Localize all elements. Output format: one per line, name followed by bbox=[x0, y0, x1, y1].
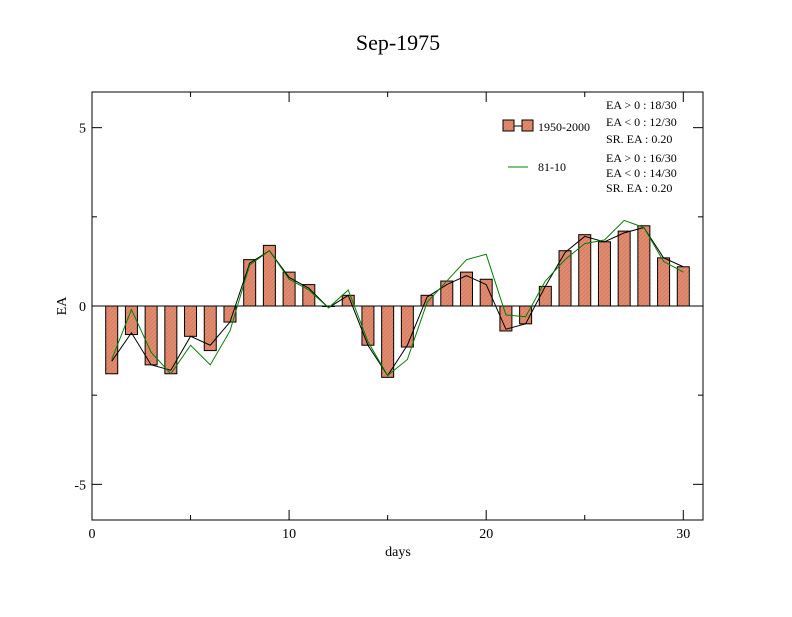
legend: 1950-2000 81-10 EA > 0 : 18/30 EA < 0 : 12/… bbox=[502, 98, 677, 195]
bar-day-20 bbox=[479, 278, 493, 307]
line-series bbox=[111, 219, 684, 377]
bar-day-26 bbox=[597, 241, 611, 307]
legend-swatch-bar-2 bbox=[521, 119, 534, 132]
bar-day-5 bbox=[184, 305, 198, 337]
legend-stat-81-10: EA < 0 : 14/30 bbox=[606, 166, 677, 180]
bar-day-25 bbox=[578, 234, 592, 307]
x-axis-label: days bbox=[385, 545, 411, 560]
bar-day-2 bbox=[124, 305, 138, 336]
legend-stat-1950-2000: EA > 0 : 18/30 bbox=[606, 98, 677, 112]
y-tick-label: 5 bbox=[79, 122, 86, 137]
bar-day-14 bbox=[361, 305, 375, 346]
bar-day-30 bbox=[676, 266, 690, 307]
mean-line bbox=[111, 226, 684, 377]
bar-series-1950-2000 bbox=[105, 225, 690, 378]
legend-stat-81-10: EA > 0 : 16/30 bbox=[606, 151, 677, 165]
bar-day-17 bbox=[420, 294, 434, 307]
y-tick-label: -5 bbox=[74, 478, 86, 493]
y-tick-label: 0 bbox=[79, 300, 86, 315]
axis-ticks: 0 10 20 30 -5 0 5 bbox=[74, 92, 703, 542]
chart-title: Sep-1975 bbox=[356, 30, 440, 55]
bar-day-16 bbox=[400, 305, 414, 348]
y-axis-label: EA bbox=[55, 296, 70, 316]
bar-day-27 bbox=[617, 230, 631, 307]
x-tick-label: 0 bbox=[89, 527, 96, 542]
legend-swatch-bar bbox=[502, 119, 515, 132]
bar-day-12 bbox=[322, 305, 336, 307]
bar-day-19 bbox=[459, 271, 473, 307]
bar-day-15 bbox=[381, 305, 395, 378]
bar-day-3 bbox=[144, 305, 158, 366]
x-tick-label: 10 bbox=[282, 527, 296, 542]
x-tick-label: 20 bbox=[479, 527, 493, 542]
bar-day-28 bbox=[637, 225, 651, 307]
x-tick-label: 30 bbox=[676, 527, 690, 542]
legend-stat-1950-2000: SR. EA : 0.20 bbox=[606, 132, 672, 146]
bar-day-24 bbox=[558, 250, 572, 307]
bar-day-29 bbox=[657, 257, 671, 307]
series-line-81-10 bbox=[111, 219, 684, 377]
legend-label-81-10: 81-10 bbox=[538, 160, 566, 174]
legend-label-1950-2000: 1950-2000 bbox=[538, 120, 590, 134]
legend-stat-1950-2000: EA < 0 : 12/30 bbox=[606, 115, 677, 129]
bar-day-9 bbox=[262, 244, 276, 307]
bar-day-21 bbox=[499, 305, 513, 332]
bar-day-6 bbox=[203, 305, 217, 352]
legend-stat-81-10: SR. EA : 0.20 bbox=[606, 181, 672, 195]
bar-day-1 bbox=[105, 305, 119, 375]
